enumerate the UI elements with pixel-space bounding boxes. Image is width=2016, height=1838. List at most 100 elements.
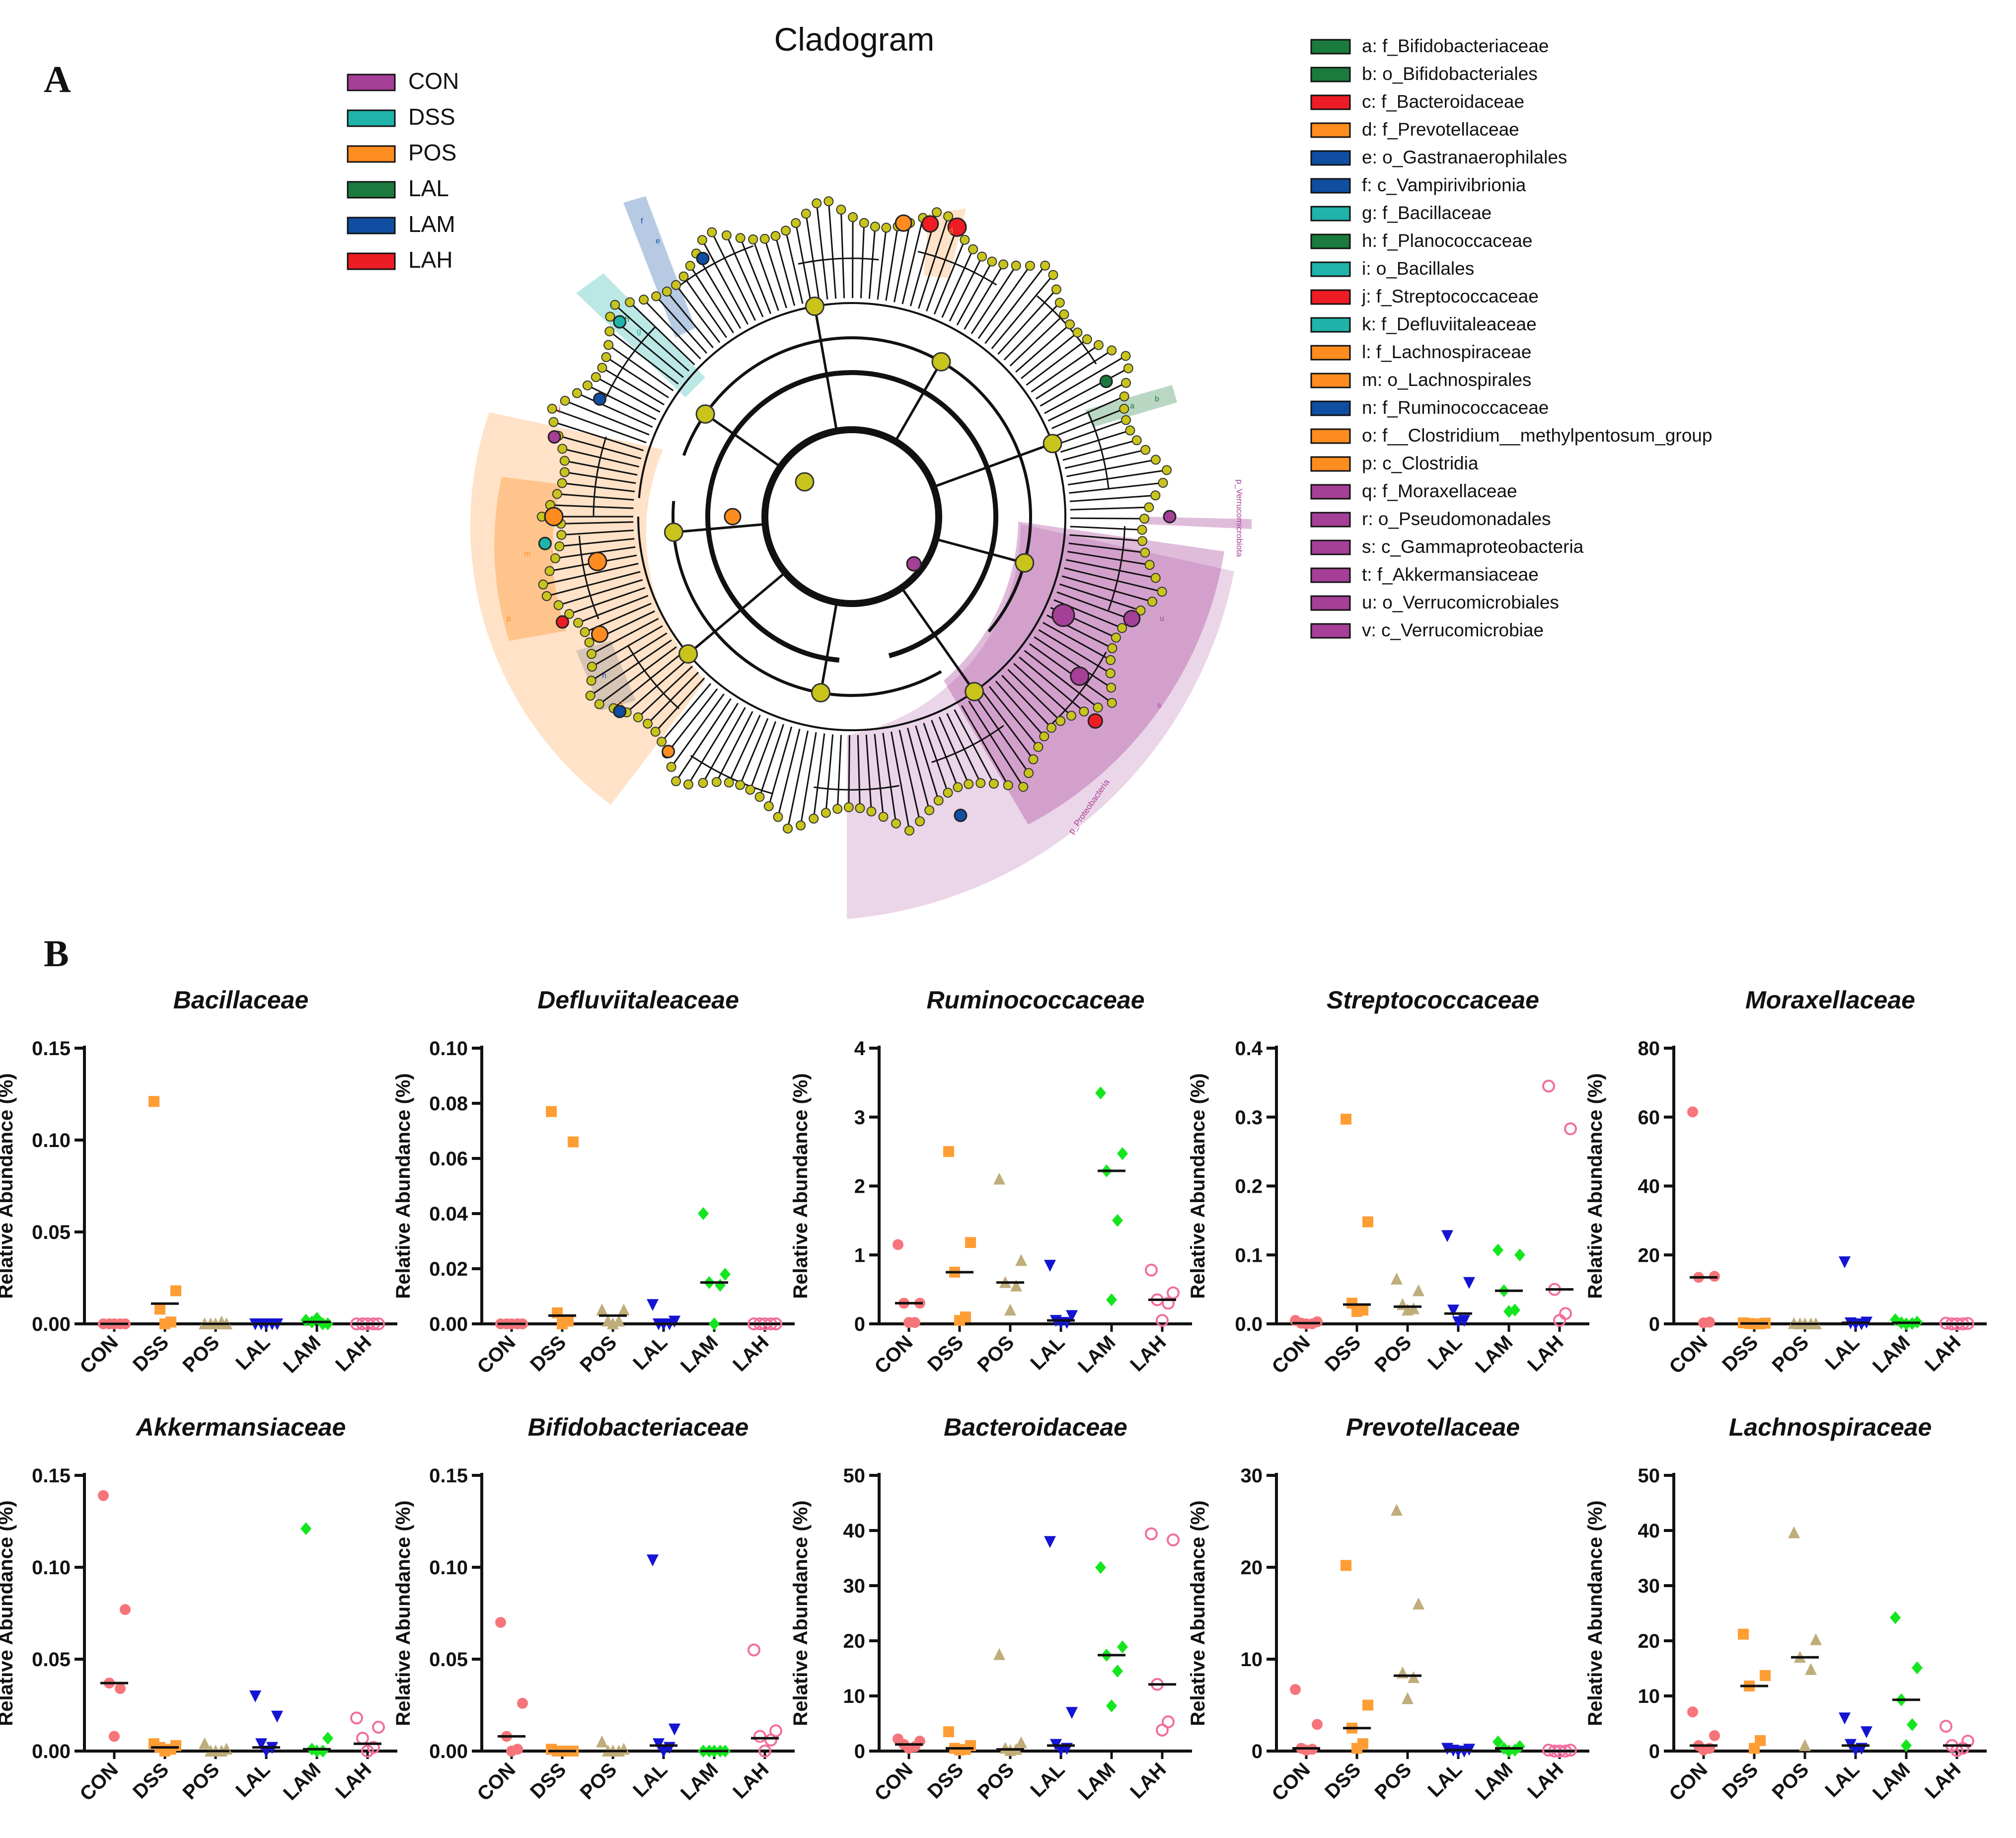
data-point-pos (1402, 1303, 1414, 1316)
taxa-legend-swatch (1310, 94, 1351, 110)
data-point-con (115, 1683, 126, 1694)
data-point-lah (758, 1745, 771, 1758)
chart-bacillaceae: Bacillaceae Relative Abundance (%) 0.00 0.0… (0, 986, 397, 1378)
taxa-legend-swatch (1310, 512, 1351, 528)
y-tick-label: 20 (843, 1630, 866, 1652)
data-point-lam (1912, 1661, 1923, 1675)
sector-clostridia (470, 412, 705, 805)
data-point-lam (1095, 1086, 1106, 1100)
y-tick-label: 0 (854, 1741, 865, 1762)
data-point-pos (993, 1648, 1005, 1660)
data-point-lam (1907, 1718, 1918, 1731)
taxa-legend-swatch (1310, 400, 1351, 416)
taxa-legend-swatch (1310, 122, 1351, 138)
x-tick-label: POS (973, 1331, 1019, 1377)
data-point-lal (658, 1746, 670, 1758)
x-tick-label: LAL (1821, 1759, 1864, 1801)
y-tick-label: 0 (854, 1313, 865, 1335)
data-point-pos (1402, 1692, 1414, 1704)
data-point-lal (669, 1723, 680, 1736)
x-tick-label: POS (973, 1759, 1019, 1804)
taxa-legend-label: h: f_Planococcaceae (1362, 230, 1533, 251)
chart-ruminococcaceae: Ruminococcaceae Relative Abundance (%) 0 1 2… (790, 986, 1192, 1378)
sector-letter-g: g (637, 327, 641, 336)
data-point-con (517, 1697, 528, 1709)
y-tick-label: 0.10 (429, 1557, 468, 1579)
data-point-lah (753, 1730, 766, 1743)
taxa-legend-label: i: o_Bacillales (1362, 258, 1474, 279)
data-point-pos (596, 1303, 608, 1316)
group-legend-label-lam: LAM (408, 211, 455, 237)
data-point-lah (1162, 1297, 1175, 1310)
data-point-con (495, 1617, 506, 1628)
x-tick-label: POS (1371, 1759, 1416, 1804)
sector-letter-f: f (641, 217, 643, 226)
x-tick-label: LAH (1126, 1759, 1170, 1803)
x-tick-label: LAH (1523, 1331, 1568, 1376)
y-tick-label: 0.00 (32, 1313, 71, 1335)
x-tick-label: LAM (676, 1331, 722, 1377)
data-point-lal (1452, 1316, 1464, 1328)
chart-lachnospiraceae: Lachnospiraceae Relative Abundance (%) 0 10… (1584, 1413, 1987, 1805)
data-point-dss (568, 1136, 579, 1148)
x-tick-label: LAM (279, 1759, 325, 1804)
data-point-pos (596, 1735, 608, 1748)
y-tick-label: 0.15 (32, 1038, 71, 1060)
y-tick-label: 0.0 (1235, 1313, 1263, 1335)
data-point-pos (1799, 1739, 1811, 1751)
data-point-dss (1738, 1628, 1749, 1640)
data-point-pos (199, 1737, 211, 1750)
panel-a-letter: A (44, 59, 71, 100)
x-tick-label: LAL (629, 1759, 672, 1801)
cladogram-branches (541, 201, 1167, 831)
taxa-legend-label: l: f_Lachnospiraceae (1362, 342, 1531, 362)
data-point-con (1698, 1317, 1709, 1328)
x-tick-label: LAL (1026, 1331, 1069, 1374)
group-legend-label-lah: LAH (408, 247, 452, 273)
data-point-lam (1493, 1243, 1503, 1257)
data-point-lal (1839, 1256, 1851, 1269)
sector-bacillales (576, 273, 705, 397)
sector-letter-n: n (602, 672, 606, 680)
y-tick-label: 10 (1638, 1685, 1660, 1707)
x-tick-label: LAL (231, 1759, 274, 1801)
group-legend-label-pos: POS (408, 140, 456, 165)
data-point-lah (1145, 1527, 1158, 1540)
x-tick-label: LAM (1471, 1331, 1517, 1377)
sector-letter-s: s (1157, 701, 1161, 710)
data-point-dss (557, 1318, 568, 1329)
y-tick-label: 1 (854, 1244, 865, 1266)
y-tick-label: 30 (1241, 1465, 1263, 1487)
y-axis-label: Relative Abundance (%) (1584, 1073, 1606, 1299)
x-tick-label: LAH (1921, 1331, 1965, 1376)
y-tick-label: 0 (1252, 1741, 1263, 1762)
data-point-lam (311, 1745, 322, 1758)
chart-title: Defluviitaleaceae (537, 986, 739, 1014)
data-point-lah (356, 1732, 369, 1745)
chart-title: Moraxellaceae (1745, 986, 1915, 1014)
y-tick-label: 0.10 (32, 1130, 71, 1151)
y-tick-label: 0.15 (32, 1465, 71, 1487)
chart-title: Bacillaceae (173, 986, 308, 1014)
x-tick-label: CON (473, 1331, 520, 1378)
taxa-legend-label: g: f_Bacillaceae (1362, 203, 1492, 223)
data-point-dss (1341, 1113, 1351, 1125)
chart-title: Lachnospiraceae (1729, 1413, 1932, 1441)
data-point-lam (322, 1732, 333, 1745)
chart-title: Bacteroidaceae (944, 1413, 1127, 1441)
group-legend-label-dss: DSS (408, 104, 455, 130)
y-tick-label: 50 (1638, 1465, 1660, 1487)
x-tick-label: DSS (923, 1759, 968, 1803)
x-tick-label: CON (75, 1331, 122, 1378)
data-point-dss (943, 1726, 954, 1738)
taxa-legend-swatch (1310, 206, 1351, 222)
data-point-lam (709, 1317, 720, 1330)
x-tick-label: POS (179, 1331, 224, 1377)
x-tick-label: DSS (1321, 1759, 1365, 1803)
group-legend-swatch-con (347, 74, 396, 91)
data-point-lal (1861, 1726, 1872, 1739)
y-axis-label: Relative Abundance (%) (0, 1073, 17, 1299)
chart-title: Bifidobacteriaceae (528, 1413, 749, 1441)
x-tick-label: CON (870, 1331, 917, 1378)
